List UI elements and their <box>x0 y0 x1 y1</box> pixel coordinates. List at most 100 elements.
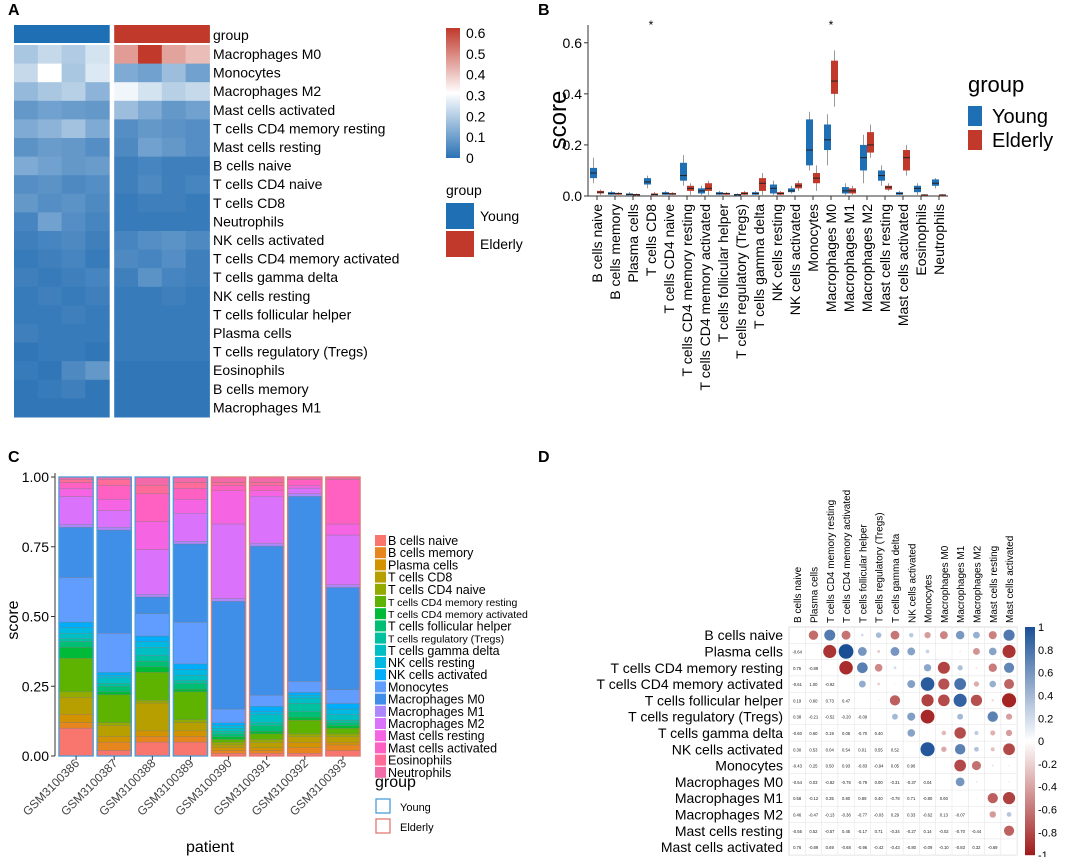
heatmap-row-label: NK cells resting <box>213 288 310 304</box>
stacked-segment <box>325 750 361 757</box>
legend-swatch <box>375 583 386 595</box>
corr-value-label: -0.17 <box>858 829 868 834</box>
corr-circle <box>957 665 963 671</box>
heatmap-cell <box>37 156 63 176</box>
heatmap-cell <box>161 156 187 176</box>
corr-circle <box>989 680 997 688</box>
stacked-segment <box>58 714 94 723</box>
corr-circle <box>988 663 997 672</box>
stacked-segment <box>173 513 208 542</box>
corr-value-label: -0.07 <box>955 812 965 817</box>
heatmap-row-label: T cells CD8 <box>213 195 285 211</box>
corr-circle <box>989 811 996 818</box>
box-body <box>903 150 910 171</box>
stacked-segment <box>249 711 284 715</box>
corr-value-label: 0.00 <box>875 780 884 785</box>
corr-row-label: Plasma cells <box>704 643 783 659</box>
stacked-segment <box>58 577 94 623</box>
stacked-segment <box>325 689 361 704</box>
corr-value-label: -0.64 <box>792 649 802 654</box>
stacked-segment <box>249 706 284 712</box>
corr-value-label: -0.31 <box>890 780 900 785</box>
corr-col-label: Monocytes <box>924 575 935 623</box>
heatmap-cell <box>138 119 163 139</box>
corr-circle <box>838 644 854 659</box>
corr-circle <box>954 744 966 755</box>
stacked-segment <box>96 674 132 679</box>
corr-col-label: T cells follicular helper <box>858 524 869 623</box>
heatmap-cell <box>161 193 187 213</box>
corr-value-label: 0.55 <box>875 747 884 752</box>
corr-row-label: NK cells activated <box>672 741 783 757</box>
corr-circle <box>988 631 997 640</box>
corr-value-label: 0.71 <box>907 796 916 801</box>
stacked-segment <box>58 479 94 483</box>
stacked-segment <box>135 485 170 494</box>
heatmap-cell <box>185 156 210 176</box>
stacked-segment <box>287 681 323 693</box>
stacked-segment <box>135 730 170 737</box>
y-tick-label: 0.25 <box>22 678 49 694</box>
colorbar-tick-label: -0.4 <box>1038 782 1057 794</box>
group-annotation-cell <box>61 25 86 43</box>
corr-circle <box>877 699 880 702</box>
corr-circle <box>907 712 916 721</box>
heatmap-cell <box>61 305 86 325</box>
stacked-segment <box>173 691 208 720</box>
legend-label: Young <box>400 802 431 814</box>
heatmap-cell <box>85 268 110 288</box>
stacked-segment <box>58 727 94 757</box>
heatmap-cell <box>37 342 63 362</box>
legend-title: group <box>375 774 416 791</box>
corr-circle <box>858 680 866 688</box>
heatmap-row-label: T cells follicular helper <box>213 306 352 322</box>
stacked-segment <box>96 694 132 723</box>
corr-value-label: 0.40 <box>875 796 884 801</box>
heatmap-cell <box>138 286 163 306</box>
heatmap-cell <box>185 249 210 269</box>
colorbar-tick-label: 0.3 <box>466 88 486 104</box>
heatmap-cell <box>138 268 163 288</box>
stacked-segment <box>173 669 208 676</box>
stacked-segment <box>287 692 323 696</box>
stacked-segment <box>58 647 94 659</box>
corr-circle <box>875 632 882 638</box>
colorbar-tick-label: 0 <box>466 150 474 166</box>
corr-value-label: -0.10 <box>939 845 949 850</box>
stacked-segment <box>287 742 323 748</box>
corr-circle <box>808 630 819 640</box>
corr-col-label: Macrophages M2 <box>972 545 983 623</box>
stacked-segment <box>325 719 361 724</box>
colorbar-tick-label: 0 <box>1038 736 1044 748</box>
colorbar-rect <box>1025 627 1035 856</box>
legend-label: T cells gamma delta <box>388 644 500 658</box>
corr-value-label: -0.61 <box>792 682 802 687</box>
stacked-segment <box>287 493 323 497</box>
corr-circle <box>894 683 896 685</box>
corr-circle <box>1008 781 1010 783</box>
heatmap-cell <box>161 324 187 344</box>
corr-circle <box>972 647 980 655</box>
heatmap-row-label: T cells CD4 naive <box>213 176 323 192</box>
corr-row-label: T cells gamma delta <box>658 725 783 741</box>
heatmap-cell <box>85 100 110 120</box>
legend-label: Elderly <box>480 236 523 252</box>
heatmap-cell <box>185 63 210 83</box>
corr-circle <box>975 666 978 669</box>
stacked-segment <box>58 633 94 639</box>
box-body <box>831 60 838 94</box>
stacked-segment <box>96 677 132 684</box>
panel-letter-a: A <box>8 2 20 19</box>
heatmap-row-label: NK cells activated <box>213 232 324 248</box>
heatmap-cell <box>61 119 86 139</box>
corr-value-label: -0.69 <box>988 845 998 850</box>
heatmap-cell <box>114 138 139 158</box>
corr-value-label: 0.14 <box>923 829 932 834</box>
stacked-segment <box>287 703 323 712</box>
significance-mark: * <box>649 18 654 32</box>
corr-circle <box>907 647 916 656</box>
corr-row-label: Mast cells activated <box>661 839 783 855</box>
legend-label: Macrophages M0 <box>388 693 485 707</box>
heatmap-cell <box>138 398 163 418</box>
x-tick-label: NK cells activated <box>787 204 803 315</box>
